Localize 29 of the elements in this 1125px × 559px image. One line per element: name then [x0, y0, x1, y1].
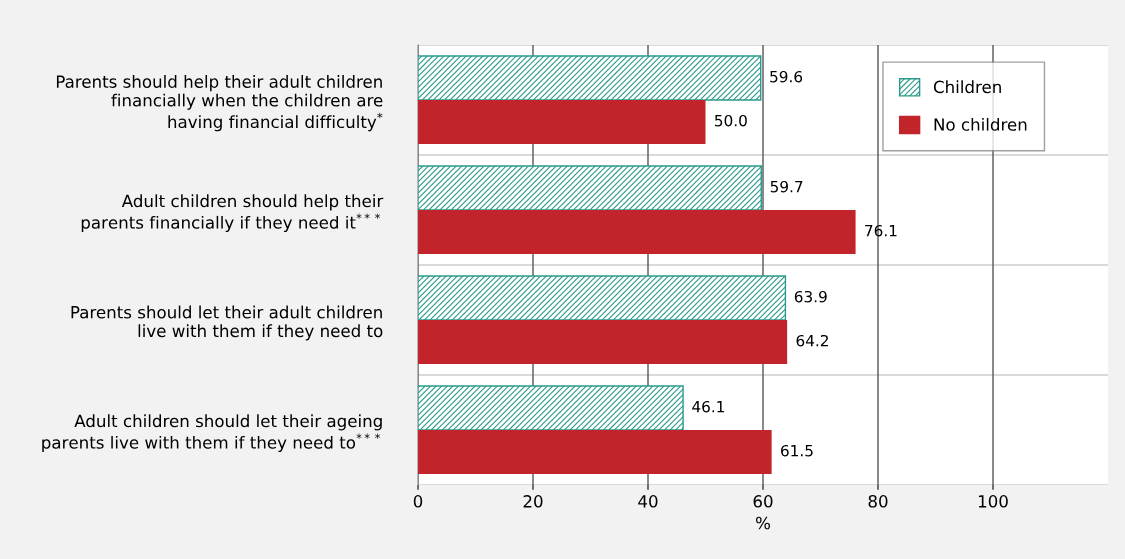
y-tick-label: Parents should help their adult children financially when the children are having financial difficulty$^{*}$: [56, 75, 383, 132]
data-label: 76.1: [865, 224, 897, 237]
bar: [418, 320, 788, 364]
y-tick-label: Adult children should let their ageing parents live with them if they need to$^{***}$: [42, 414, 382, 453]
data-label: 46.1: [692, 400, 725, 413]
bar: [418, 430, 772, 474]
x-tick-label: 20: [523, 495, 543, 508]
legend-label: Children: [933, 80, 1001, 94]
x-tick-label: 60: [753, 495, 773, 508]
x-tick-label: 0: [413, 495, 423, 508]
x-tick-label: 40: [638, 495, 658, 508]
bar: [418, 275, 787, 321]
x-tick-label: 80: [868, 495, 888, 508]
data-label: 50.0: [715, 114, 747, 127]
x-tick-label: 100: [978, 495, 1008, 508]
data-label: 59.7: [770, 180, 803, 193]
legend-label: No children: [934, 117, 1027, 131]
x-axis-title: %: [756, 516, 770, 530]
bar: [418, 385, 684, 431]
bar: [418, 165, 762, 211]
data-label: 63.9: [794, 290, 827, 303]
bar: [418, 210, 856, 254]
y-tick-label: Adult children should help their parents financially if they need it$^{***}$: [81, 194, 384, 233]
bar: [418, 55, 762, 101]
data-label: 59.6: [770, 70, 803, 83]
y-tick-label: Parents should let their adult children live with them if they need to: [71, 305, 383, 341]
data-label: 64.2: [796, 334, 828, 347]
data-label: 61.5: [781, 444, 813, 457]
bar: [418, 100, 706, 144]
